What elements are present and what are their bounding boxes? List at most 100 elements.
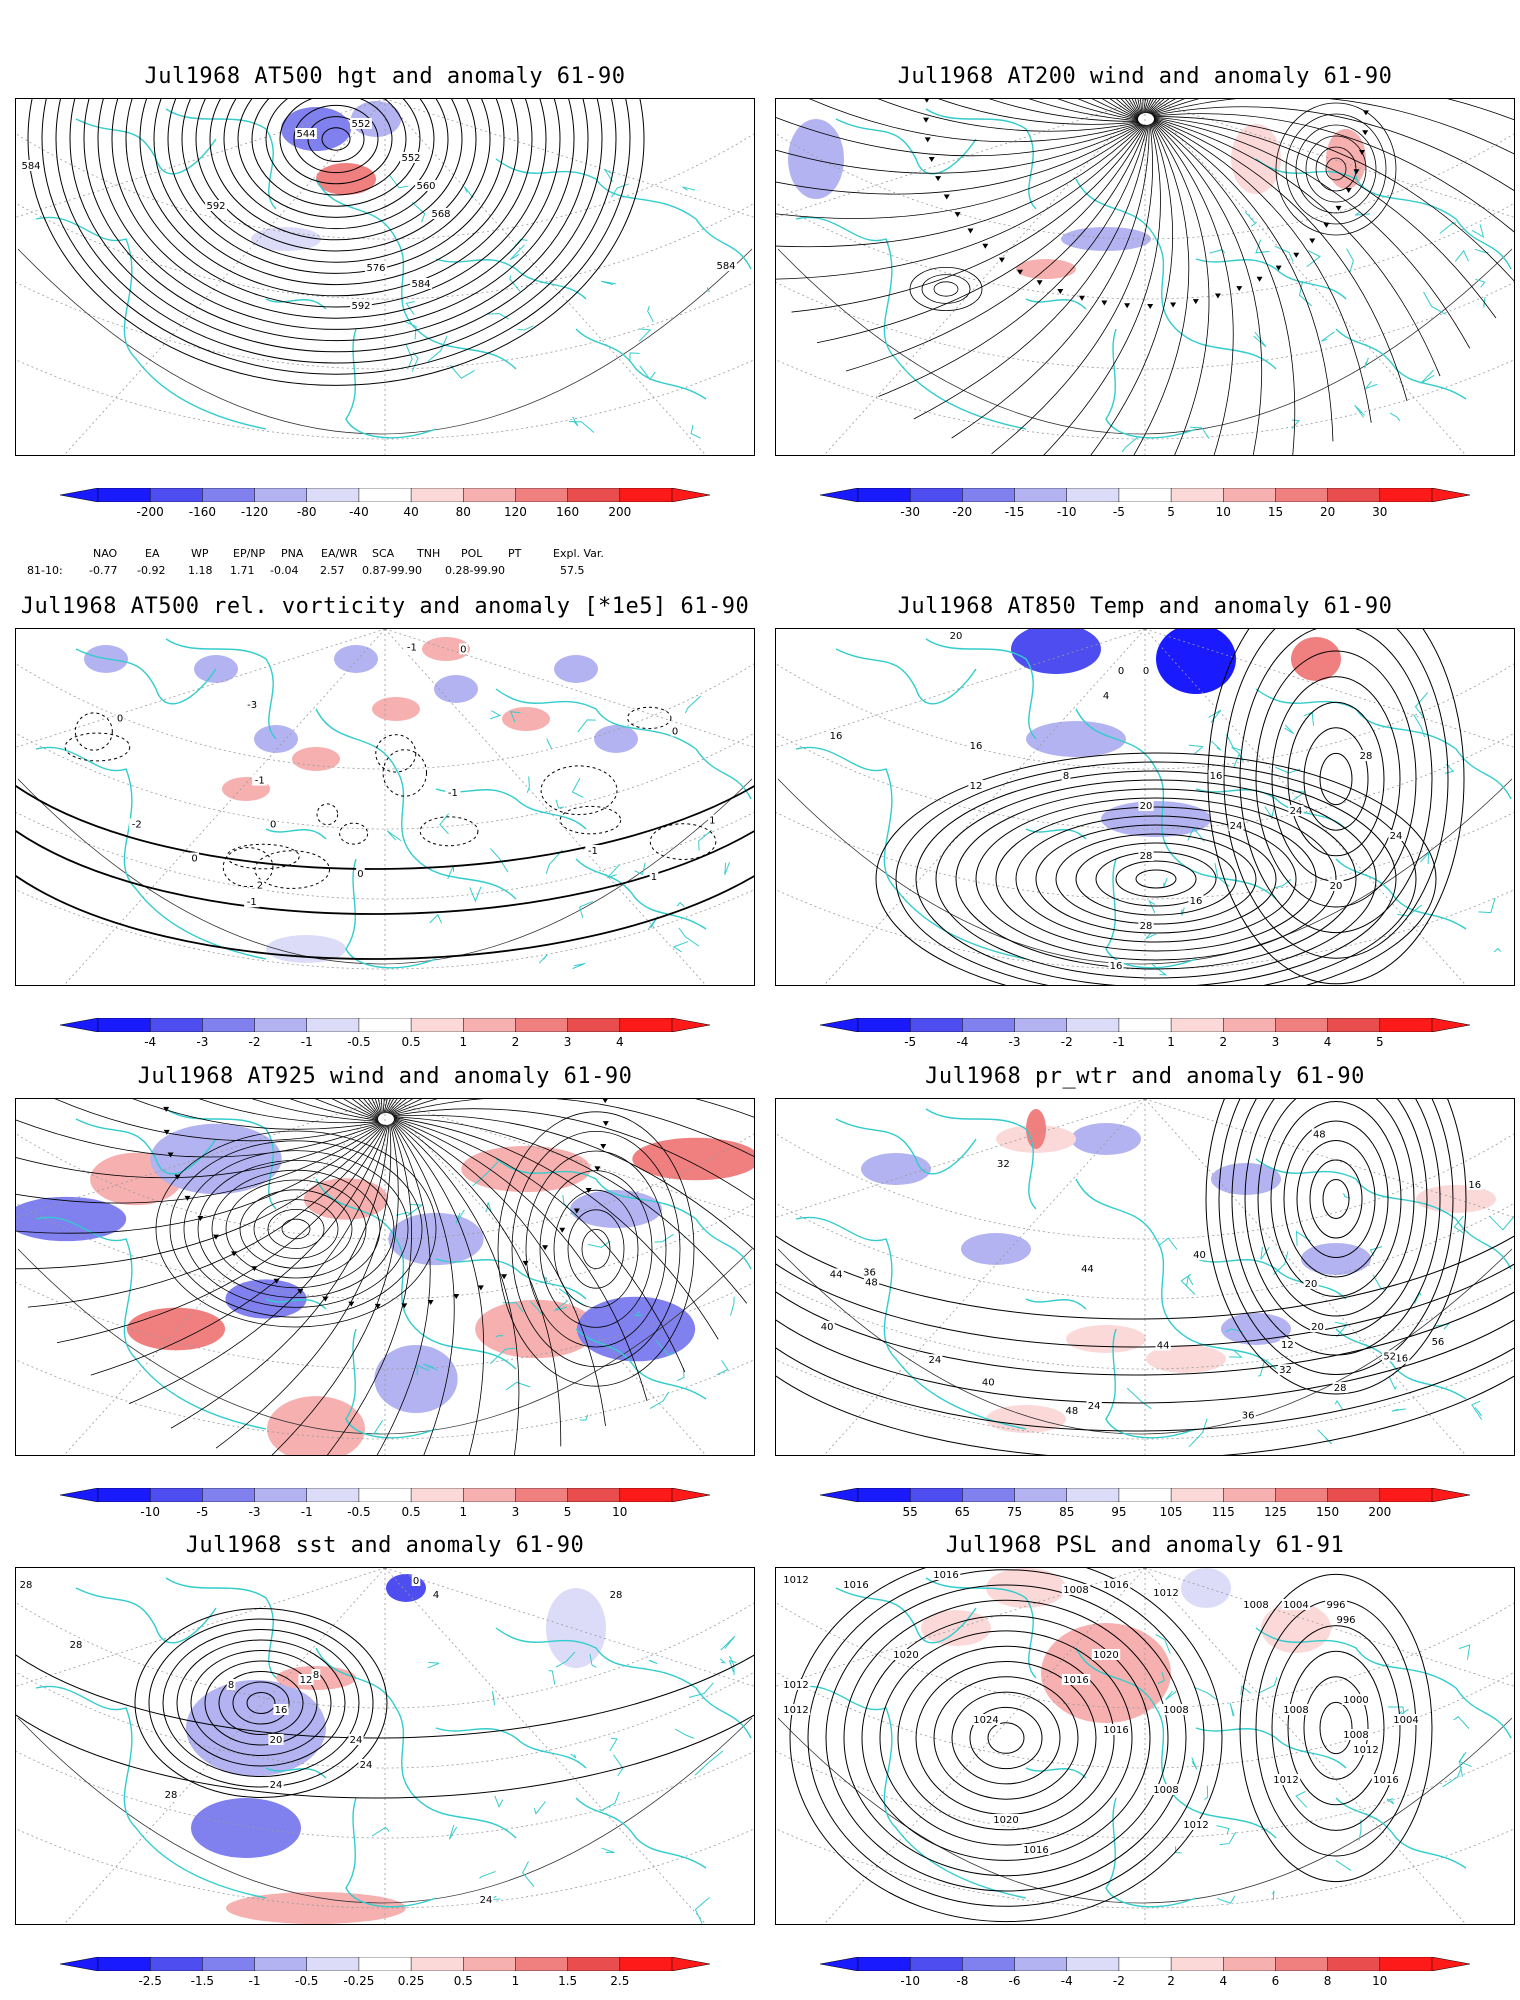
panel-title: Jul1968 AT500 rel. vorticity and anomaly… <box>20 594 750 619</box>
colorbar-ticks: -10 -5 -3 -1 -0.5 0.5 1 3 5 10 <box>60 1505 710 1521</box>
coastlines <box>35 108 752 439</box>
contour-label: 20 <box>950 631 963 642</box>
colorbar-tick-label: 1 <box>511 1974 520 1988</box>
panel-title: Jul1968 pr_wtr and anomaly 61-90 <box>925 1064 1365 1089</box>
colorbar-tick-label: 5 <box>1167 505 1175 519</box>
graticule <box>16 629 754 985</box>
contours <box>27 99 645 386</box>
colorbar-swatch <box>1223 1018 1277 1032</box>
colorbar-swatch <box>962 1018 1016 1032</box>
contour-label: -1 <box>407 643 417 654</box>
colorbar-swatch <box>97 1018 151 1032</box>
contour-label: 1016 <box>1023 1845 1048 1856</box>
contours <box>16 1654 754 1799</box>
colorbar-tick-label: -30 <box>900 505 920 519</box>
colorbar-tick-label: -4 <box>956 1035 969 1049</box>
colorbar-arrow-right <box>671 488 710 502</box>
map-wind925 <box>15 1098 755 1456</box>
contour-label: 560 <box>416 181 435 192</box>
colorbar-swatch <box>254 1957 308 1971</box>
colorbar-swatch <box>1118 1957 1172 1971</box>
borders <box>1155 1634 1472 1904</box>
contour-label: 1000 <box>1343 1695 1368 1706</box>
panel-title: Jul1968 sst and anomaly 61-90 <box>185 1533 585 1558</box>
contour-label: 1008 <box>1153 1785 1178 1796</box>
colorbar-swatch <box>1275 1957 1329 1971</box>
contour-label: 1004 <box>1283 1600 1308 1611</box>
colorbar-swatch <box>1275 488 1329 502</box>
contours <box>155 1130 437 1328</box>
colorbar-tick-label: -10 <box>900 1974 920 1988</box>
contour-label: 24 <box>1088 1401 1101 1412</box>
contour-label: 56 <box>1432 1337 1445 1348</box>
anomaly-negative <box>388 1212 484 1266</box>
colorbar-swatch <box>857 1488 911 1502</box>
colorbar-arrow-left <box>60 1018 99 1032</box>
contour-label: 1020 <box>893 1650 918 1661</box>
colorbar-swatch <box>463 1488 517 1502</box>
contour-label: 0 <box>117 714 123 725</box>
colorbar <box>60 1488 710 1502</box>
colorbar-tick-label: -0.25 <box>343 1974 375 1988</box>
colorbar-tick-label: 160 <box>556 505 580 519</box>
contour-label: 1016 <box>1063 1675 1088 1686</box>
colorbar-swatch <box>202 1488 256 1502</box>
colorbar-swatch <box>1327 1018 1381 1032</box>
contour-label: 20 <box>1140 801 1153 812</box>
colorbar-arrow-right <box>671 1018 710 1032</box>
colorbar-swatch <box>1118 1488 1172 1502</box>
colorbar-tick-label: 20 <box>1319 505 1336 519</box>
colorbar-tick-label: 10 <box>1215 505 1231 519</box>
colorbar-tick-label: 1 <box>1167 1035 1175 1049</box>
anomaly-negative <box>594 725 638 753</box>
colorbar-tick-label: -0.5 <box>347 1505 371 1519</box>
colorbar-swatch <box>97 1488 151 1502</box>
colorbar-swatch <box>1066 488 1120 502</box>
contour-label: 24 <box>480 1895 493 1906</box>
index-period: 81-10: <box>27 564 63 577</box>
index-name-epnp: EP/NP <box>233 547 266 560</box>
contour-labels: 0 0 0 0 0 0 1 -1 1 -1 -1 -1 -3 2 -2 -1 <box>115 641 717 908</box>
colorbar-tick-label: -1 <box>1112 1035 1125 1049</box>
colorbar-swatch <box>358 1018 412 1032</box>
colorbar-swatch <box>1379 1957 1433 1971</box>
map-canvas <box>16 1099 754 1455</box>
contour-label: 32 <box>997 1159 1010 1170</box>
contour-label: 28 <box>1140 851 1153 862</box>
colorbar <box>820 488 1470 502</box>
contours <box>497 1111 695 1387</box>
map-canvas: 20 16 16 12 8 4 0 0 16 20 24 28 28 24 20 16 16 24 28 <box>776 629 1514 985</box>
panel-title: Jul1968 PSL and anomaly 61-91 <box>945 1533 1345 1558</box>
anomaly-negative <box>16 1196 127 1242</box>
colorbar-swatch <box>1170 488 1225 502</box>
colorbar-tick-label: 30 <box>1372 505 1388 519</box>
contour-label: 1016 <box>1103 1725 1128 1736</box>
contour-label: 16 <box>970 741 983 752</box>
contour-label: 1020 <box>1093 1650 1118 1661</box>
contour-label: 40 <box>821 1322 834 1333</box>
colorbar-tick-label: -2 <box>1112 1974 1125 1988</box>
anomaly-negative <box>1181 1568 1231 1608</box>
colorbar-swatch <box>1379 1018 1433 1032</box>
anomaly-positive <box>303 1178 389 1220</box>
colorbar-tick-label: -20 <box>952 505 973 519</box>
colorbar-swatch <box>1066 1488 1120 1502</box>
colorbar-tick-label: -0.5 <box>347 1035 371 1049</box>
contour-label: 4 <box>1103 691 1109 702</box>
colorbar-swatch <box>1379 1488 1433 1502</box>
contour-label: 16 <box>830 731 843 742</box>
colorbar-swatch <box>619 488 673 502</box>
contour-label: 552 <box>401 153 420 164</box>
coastlines <box>795 1577 1512 1908</box>
colorbar-arrow-left <box>820 1018 859 1032</box>
contour-label: 1012 <box>1273 1775 1298 1786</box>
contour-label: 28 <box>70 1640 83 1651</box>
anomaly-positive <box>1066 1325 1146 1353</box>
anomaly-positive <box>475 1299 597 1359</box>
index-value-pna: -0.04 <box>270 564 299 577</box>
colorbar-swatch <box>410 1957 465 1971</box>
contour-label: 1008 <box>1163 1705 1188 1716</box>
streamlines <box>776 99 1514 455</box>
colorbar-tick-label: 120 <box>504 505 527 519</box>
contour-label: 36 <box>1242 1410 1255 1421</box>
